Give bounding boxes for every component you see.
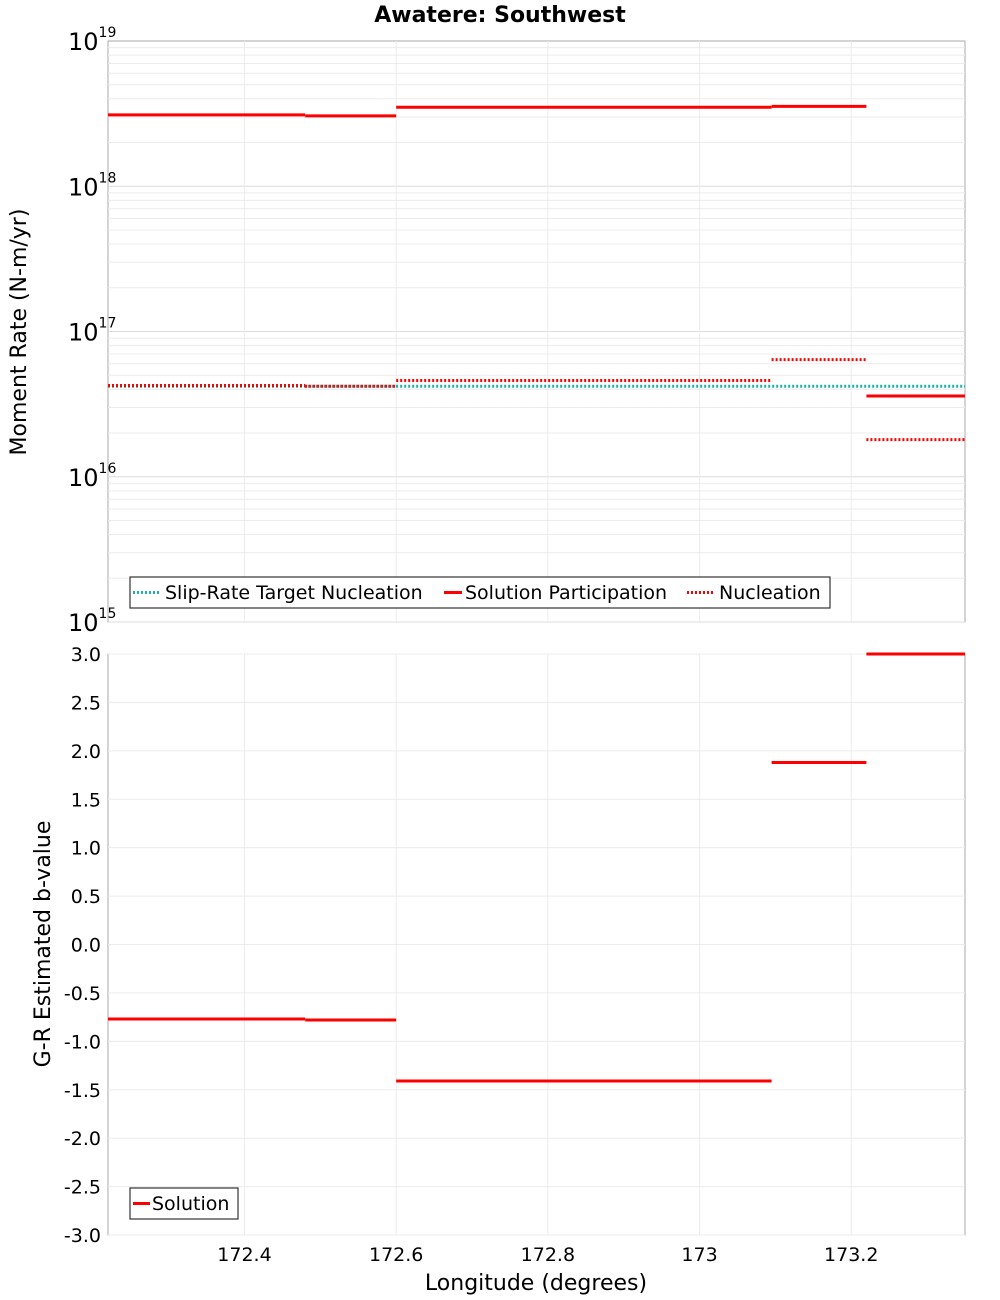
bottom-y-tick-label: 0.0 <box>71 935 101 957</box>
top-y-tick-labels: 1015 1016 1017 1018 1019 <box>68 25 116 637</box>
top-series <box>108 104 965 442</box>
top-gridlines <box>108 41 965 623</box>
bottom-y-tick-label: -2.0 <box>64 1128 101 1150</box>
x-tick-label: 173.2 <box>824 1244 878 1266</box>
legend-label-solution-participation: Solution Participation <box>465 582 667 604</box>
bottom-y-tick-labels: 3.0 2.5 2.0 1.5 1.0 0.5 0.0 -0.5 -1.0 -1.5 -2.0 -2.… <box>64 644 101 1247</box>
bottom-gridlines <box>108 653 965 1236</box>
top-y-axis-label: Moment Rate (N-m/yr) <box>7 209 32 456</box>
bottom-y-tick-label: -1.0 <box>64 1031 101 1053</box>
top-y-tick-label: 1017 <box>68 316 116 347</box>
bottom-y-tick-label: -2.5 <box>64 1177 101 1199</box>
bottom-y-tick-label: 1.0 <box>71 838 101 860</box>
legend-label-nucleation: Nucleation <box>719 582 821 604</box>
top-legend: Slip-Rate Target Nucleation Solution Par… <box>129 576 831 609</box>
top-y-tick-label: 1015 <box>68 606 116 637</box>
bottom-y-tick-label: -0.5 <box>64 983 101 1005</box>
bottom-y-tick-label: -3.0 <box>64 1225 101 1247</box>
legend-label-slip-rate-target: Slip-Rate Target Nucleation <box>165 582 423 604</box>
x-tick-label: 172.6 <box>369 1244 423 1266</box>
bottom-y-tick-label: 1.5 <box>71 789 101 811</box>
bottom-y-tick-label: 0.5 <box>71 886 101 908</box>
x-tick-labels: 172.4 172.6 172.8 173 173.2 <box>217 1244 878 1266</box>
bottom-y-tick-label: 2.0 <box>71 741 101 763</box>
bottom-y-axis-label: G-R Estimated b-value <box>31 821 56 1068</box>
top-y-tick-label: 1019 <box>68 25 116 56</box>
x-tick-label: 172.8 <box>521 1244 575 1266</box>
top-panel: 1015 1016 1017 1018 1019 Moment Rate (N-m/yr… <box>7 25 966 637</box>
x-tick-label: 173 <box>681 1244 717 1266</box>
bottom-y-tick-label: 3.0 <box>71 644 101 666</box>
top-y-tick-label: 1016 <box>68 461 116 492</box>
bottom-y-tick-label: 2.5 <box>71 692 101 714</box>
bottom-series <box>108 652 965 1083</box>
top-y-tick-label: 1018 <box>68 170 116 201</box>
top-legend-box <box>129 576 831 609</box>
chart-title: Awatere: Southwest <box>374 3 626 28</box>
bottom-panel: 3.0 2.5 2.0 1.5 1.0 0.5 0.0 -0.5 -1.0 -1.5 -2.0 -2.… <box>31 644 966 1296</box>
x-tick-label: 172.4 <box>217 1244 271 1266</box>
x-axis-label: Longitude (degrees) <box>425 1271 647 1296</box>
bottom-legend: Solution <box>129 1187 239 1220</box>
bottom-y-tick-label: -1.5 <box>64 1080 101 1102</box>
legend-label-solution: Solution <box>152 1193 229 1215</box>
